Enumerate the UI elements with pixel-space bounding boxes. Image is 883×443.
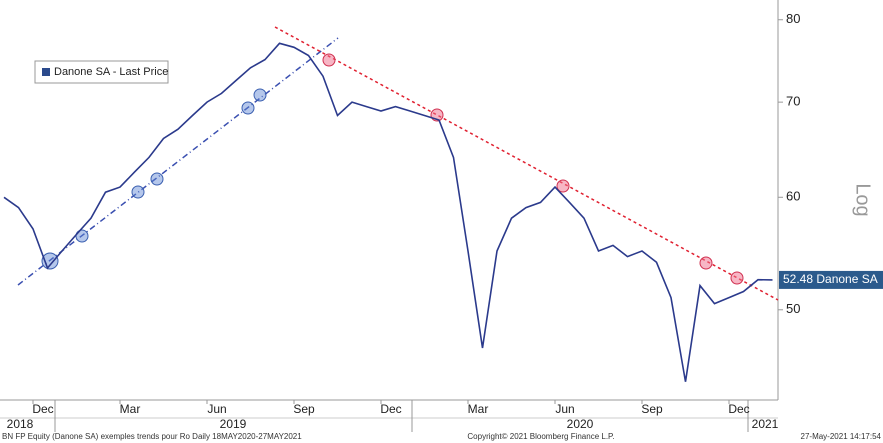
- footer-center: Copyright© 2021 Bloomberg Finance L.P.: [467, 432, 614, 441]
- y-tick-label: 80: [786, 11, 800, 26]
- legend: Danone SA - Last Price: [34, 60, 169, 84]
- touch-circle: [730, 271, 744, 285]
- touch-circle: [556, 179, 570, 193]
- legend-box: [34, 60, 169, 84]
- last-price-label: 52.48 Danone SA: [783, 272, 878, 286]
- price-line: [3, 42, 773, 382]
- support-trendline: [17, 37, 339, 286]
- year-label: 2020: [567, 417, 594, 431]
- touch-circle: [131, 185, 145, 199]
- y-tick-label: 70: [786, 94, 800, 109]
- last-price-tag: [779, 270, 883, 289]
- touch-circle: [150, 172, 164, 186]
- x-tick-label: Dec: [728, 402, 749, 416]
- x-tick-label: Mar: [468, 402, 489, 416]
- year-label: 2019: [220, 417, 247, 431]
- x-tick-label: Jun: [555, 402, 574, 416]
- touch-circle: [322, 53, 336, 67]
- y-tick-label: 50: [786, 301, 800, 316]
- x-tick-label: Sep: [641, 402, 663, 416]
- x-tick-label: Sep: [293, 402, 315, 416]
- touch-circle: [241, 101, 255, 115]
- touch-circle: [699, 256, 713, 270]
- y-tick-label: 60: [786, 189, 800, 204]
- x-tick-label: Jun: [207, 402, 226, 416]
- touch-circle: [253, 88, 267, 102]
- axis-label: Log: [852, 183, 874, 216]
- legend-label: Danone SA - Last Price: [54, 66, 168, 78]
- footer-right: 27-May-2021 14:17:54: [801, 432, 882, 441]
- x-tick-label: Dec: [32, 402, 53, 416]
- year-label: 2018: [7, 417, 34, 431]
- footer-left: BN FP Equity (Danone SA) exemples trends…: [2, 432, 302, 441]
- x-tick-label: Mar: [120, 402, 141, 416]
- year-label: 2021: [752, 417, 779, 431]
- x-tick-label: Dec: [380, 402, 401, 416]
- legend-swatch: [42, 68, 50, 76]
- resistance-trendline: [274, 26, 779, 301]
